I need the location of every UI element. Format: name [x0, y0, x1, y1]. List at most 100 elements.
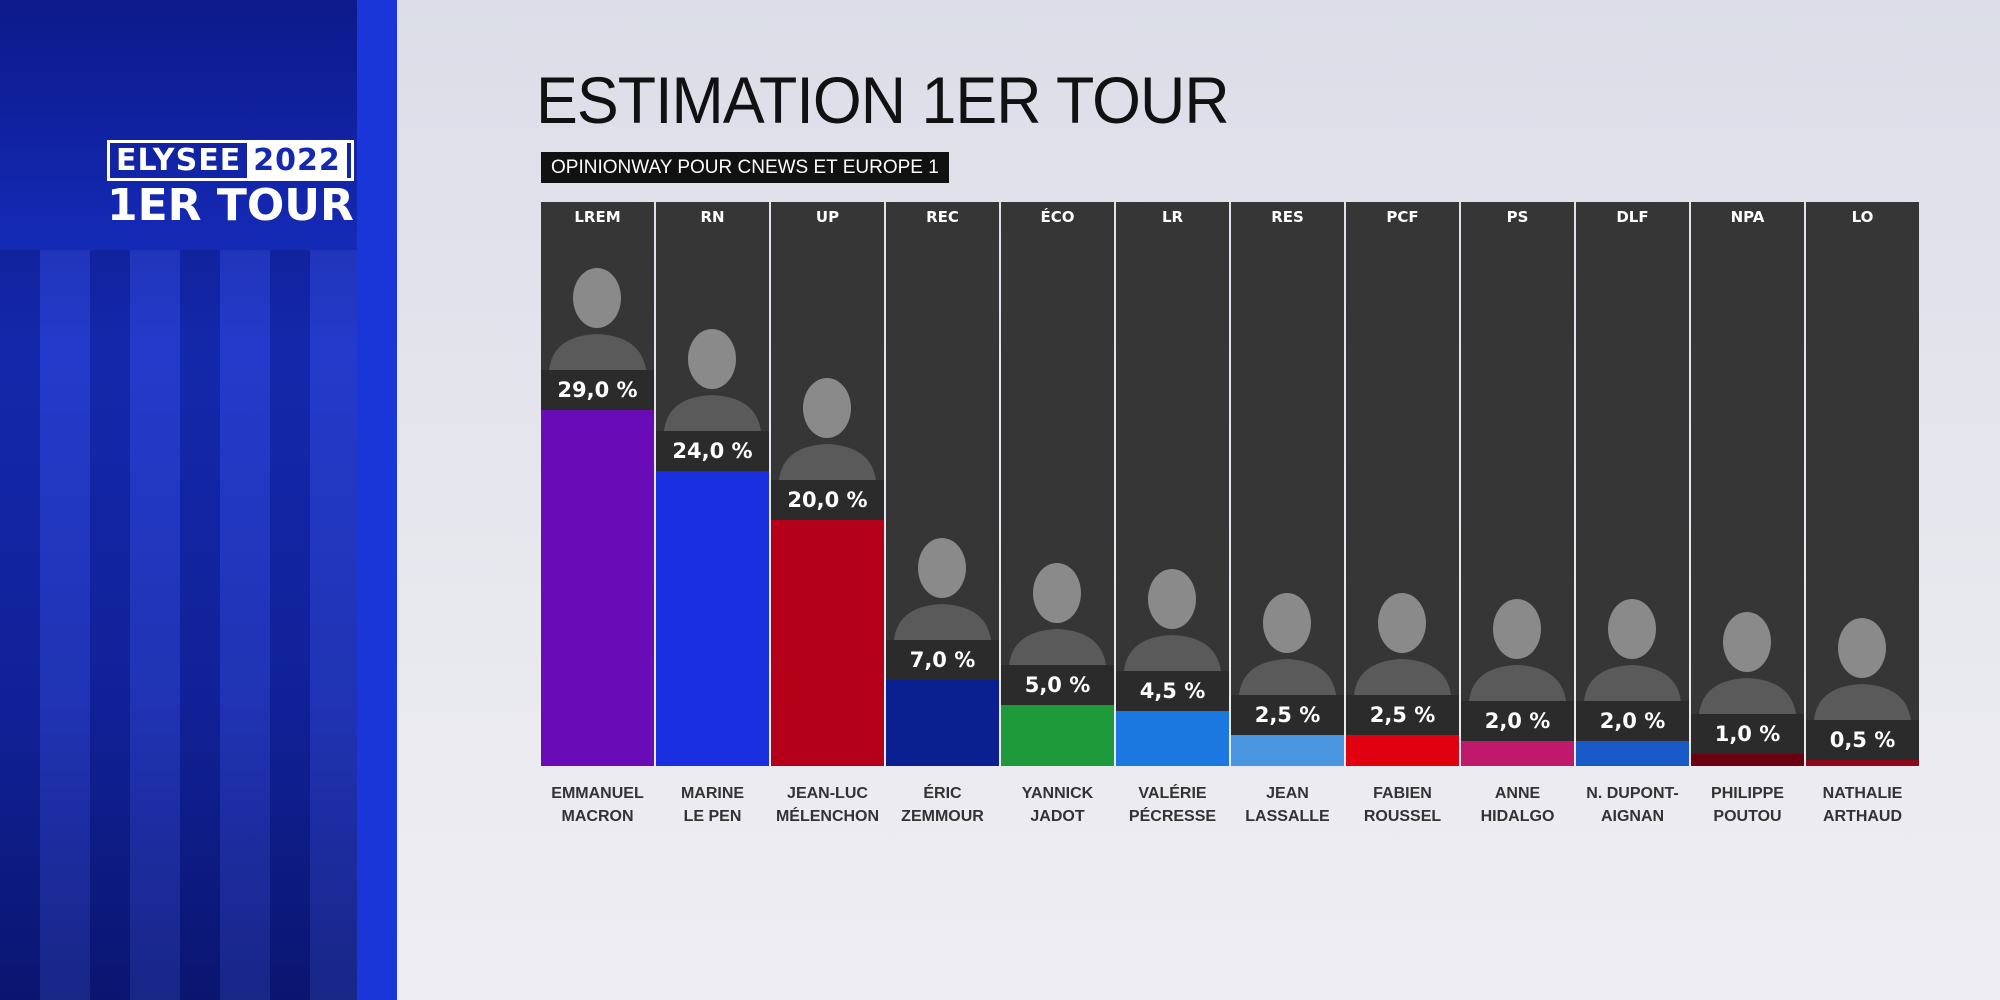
logo-round: 1ER TOUR — [107, 180, 354, 231]
candidate-photo — [541, 250, 654, 370]
bar-chart: LREM 29,0 % EMMANUEL MACRON RN 24,0 % MARINE LE… — [541, 202, 1919, 825]
candidate-name-line: N. DUPONT- — [1586, 785, 1679, 802]
party-label: DLF — [1616, 208, 1649, 226]
party-label: PS — [1506, 208, 1529, 226]
candidate-name: JEAN-LUC MÉLENCHON — [770, 782, 885, 828]
candidate-name-line: AIGNAN — [1600, 808, 1665, 825]
candidate-photo — [1001, 545, 1114, 665]
bar-pcf — [1346, 735, 1459, 766]
candidate-name-line: LASSALLE — [1245, 808, 1330, 825]
bar-column: RES 2,5 % — [1231, 202, 1344, 766]
value-label: 20,0 % — [771, 480, 884, 521]
bar-column: LR 4,5 % — [1116, 202, 1229, 766]
value-label: 1,0 % — [1691, 713, 1804, 754]
candidate-photo — [1806, 600, 1919, 720]
candidate-name: MARINE LE PEN — [655, 782, 770, 828]
bar-column: RN 24,0 % — [656, 202, 769, 766]
party-label: LO — [1851, 208, 1874, 226]
candidate-name-line: ROUSSEL — [1363, 808, 1442, 825]
party-label: RES — [1271, 208, 1304, 226]
elysee-2022-logo: ELYSEE 2022 1ER TOUR — [107, 140, 354, 231]
value-label: 24,0 % — [656, 431, 769, 472]
bar-ps — [1461, 741, 1574, 766]
logo-word: ELYSEE — [116, 143, 242, 178]
candidate-name: NATHALIE ARTHAUD — [1805, 782, 1920, 828]
bar-res — [1231, 735, 1344, 766]
party-label: REC — [926, 208, 959, 226]
candidate-photo — [1461, 581, 1574, 702]
logo-year: 2022 — [247, 143, 347, 178]
candidate-photo — [1691, 594, 1804, 714]
bar-lo — [1806, 759, 1919, 766]
bar-column: UP 20,0 % — [771, 202, 884, 766]
candidate-photo — [1116, 551, 1229, 671]
value-label: 2,0 % — [1461, 701, 1574, 742]
candidate-photo — [886, 520, 999, 641]
party-label: UP — [815, 208, 840, 226]
candidate-name: JEAN LASSALLE — [1230, 782, 1345, 828]
bar-column: REC 7,0 % — [886, 202, 999, 766]
value-label: 2,0 % — [1576, 701, 1689, 742]
party-label: NPA — [1730, 208, 1765, 226]
candidate-name: FABIEN ROUSSEL — [1345, 782, 1460, 828]
value-label: 4,5 % — [1116, 670, 1229, 711]
bar-column: LO 0,5 % — [1806, 202, 1919, 766]
candidate-name-line: PHILIPPE — [1711, 785, 1784, 802]
bar-column: DLF 2,0 % — [1576, 202, 1689, 766]
candidate-name-line: JEAN — [1266, 785, 1309, 802]
candidate-photo — [1576, 581, 1689, 702]
candidate-name: N. DUPONT- AIGNAN — [1575, 782, 1690, 828]
candidate-name: YANNICK JADOT — [1000, 782, 1115, 828]
candidate-name: ÉRIC ZEMMOUR — [885, 782, 1000, 828]
value-label: 7,0 % — [886, 640, 999, 681]
candidate-name-line: EMMANUEL — [551, 785, 644, 802]
candidate-name: ANNE HIDALGO — [1460, 782, 1575, 828]
value-label: 0,5 % — [1806, 719, 1919, 760]
bar-column: PS 2,0 % — [1461, 202, 1574, 766]
candidate-name: VALÉRIE PÉCRESSE — [1115, 782, 1230, 828]
candidate-name-line: YANNICK — [1021, 785, 1094, 802]
candidate-photo — [771, 360, 884, 481]
value-label: 5,0 % — [1001, 664, 1114, 705]
candidate-name-line: NATHALIE — [1822, 785, 1903, 802]
candidate-photo — [656, 311, 769, 432]
party-label: RN — [700, 208, 725, 226]
value-label: 2,5 % — [1231, 695, 1344, 736]
bar-lrem — [541, 409, 654, 766]
party-label: ÉCO — [1040, 208, 1075, 226]
sidebar-edge — [357, 0, 397, 1000]
candidate-name-line: MARINE — [680, 785, 745, 802]
value-label: 2,5 % — [1346, 695, 1459, 736]
bar-column: NPA 1,0 % — [1691, 202, 1804, 766]
candidate-name-line: HIDALGO — [1480, 808, 1555, 825]
candidate-name-line: VALÉRIE — [1138, 785, 1207, 802]
bar-lr — [1116, 710, 1229, 766]
candidate-name-line: LE PEN — [683, 808, 742, 825]
candidate-name-line: PÉCRESSE — [1128, 808, 1217, 825]
candidate-photo — [1346, 575, 1459, 696]
bar-rn — [656, 471, 769, 766]
candidate-name-line: MÉLENCHON — [775, 808, 880, 825]
candidate-name-line: ANNE — [1494, 785, 1541, 802]
bar-up — [771, 520, 884, 766]
bar-npa — [1691, 753, 1804, 766]
party-label: LREM — [574, 208, 621, 226]
bar-rec — [886, 680, 999, 766]
candidate-name: EMMANUEL MACRON — [540, 782, 655, 828]
candidate-name-line: ARTHAUD — [1822, 808, 1903, 825]
candidate-name-line: JADOT — [1030, 808, 1085, 825]
chart-title: ESTIMATION 1ER TOUR — [536, 63, 1230, 137]
bar-column: PCF 2,5 % — [1346, 202, 1459, 766]
candidate-name-line: POUTOU — [1713, 808, 1782, 825]
candidate-name-line: ÉRIC — [923, 785, 962, 802]
chart-subtitle: OPINIONWAY POUR CNEWS ET EUROPE 1 — [541, 152, 949, 183]
bar-column: ÉCO 5,0 % — [1001, 202, 1114, 766]
bar-dlf — [1576, 741, 1689, 766]
party-label: PCF — [1386, 208, 1419, 226]
candidate-name-line: ZEMMOUR — [901, 808, 984, 825]
candidate-name-line: FABIEN — [1373, 785, 1432, 802]
bar-column: LREM 29,0 % — [541, 202, 654, 766]
candidate-name: PHILIPPE POUTOU — [1690, 782, 1805, 828]
bar-éco — [1001, 704, 1114, 766]
candidate-photo — [1231, 575, 1344, 696]
